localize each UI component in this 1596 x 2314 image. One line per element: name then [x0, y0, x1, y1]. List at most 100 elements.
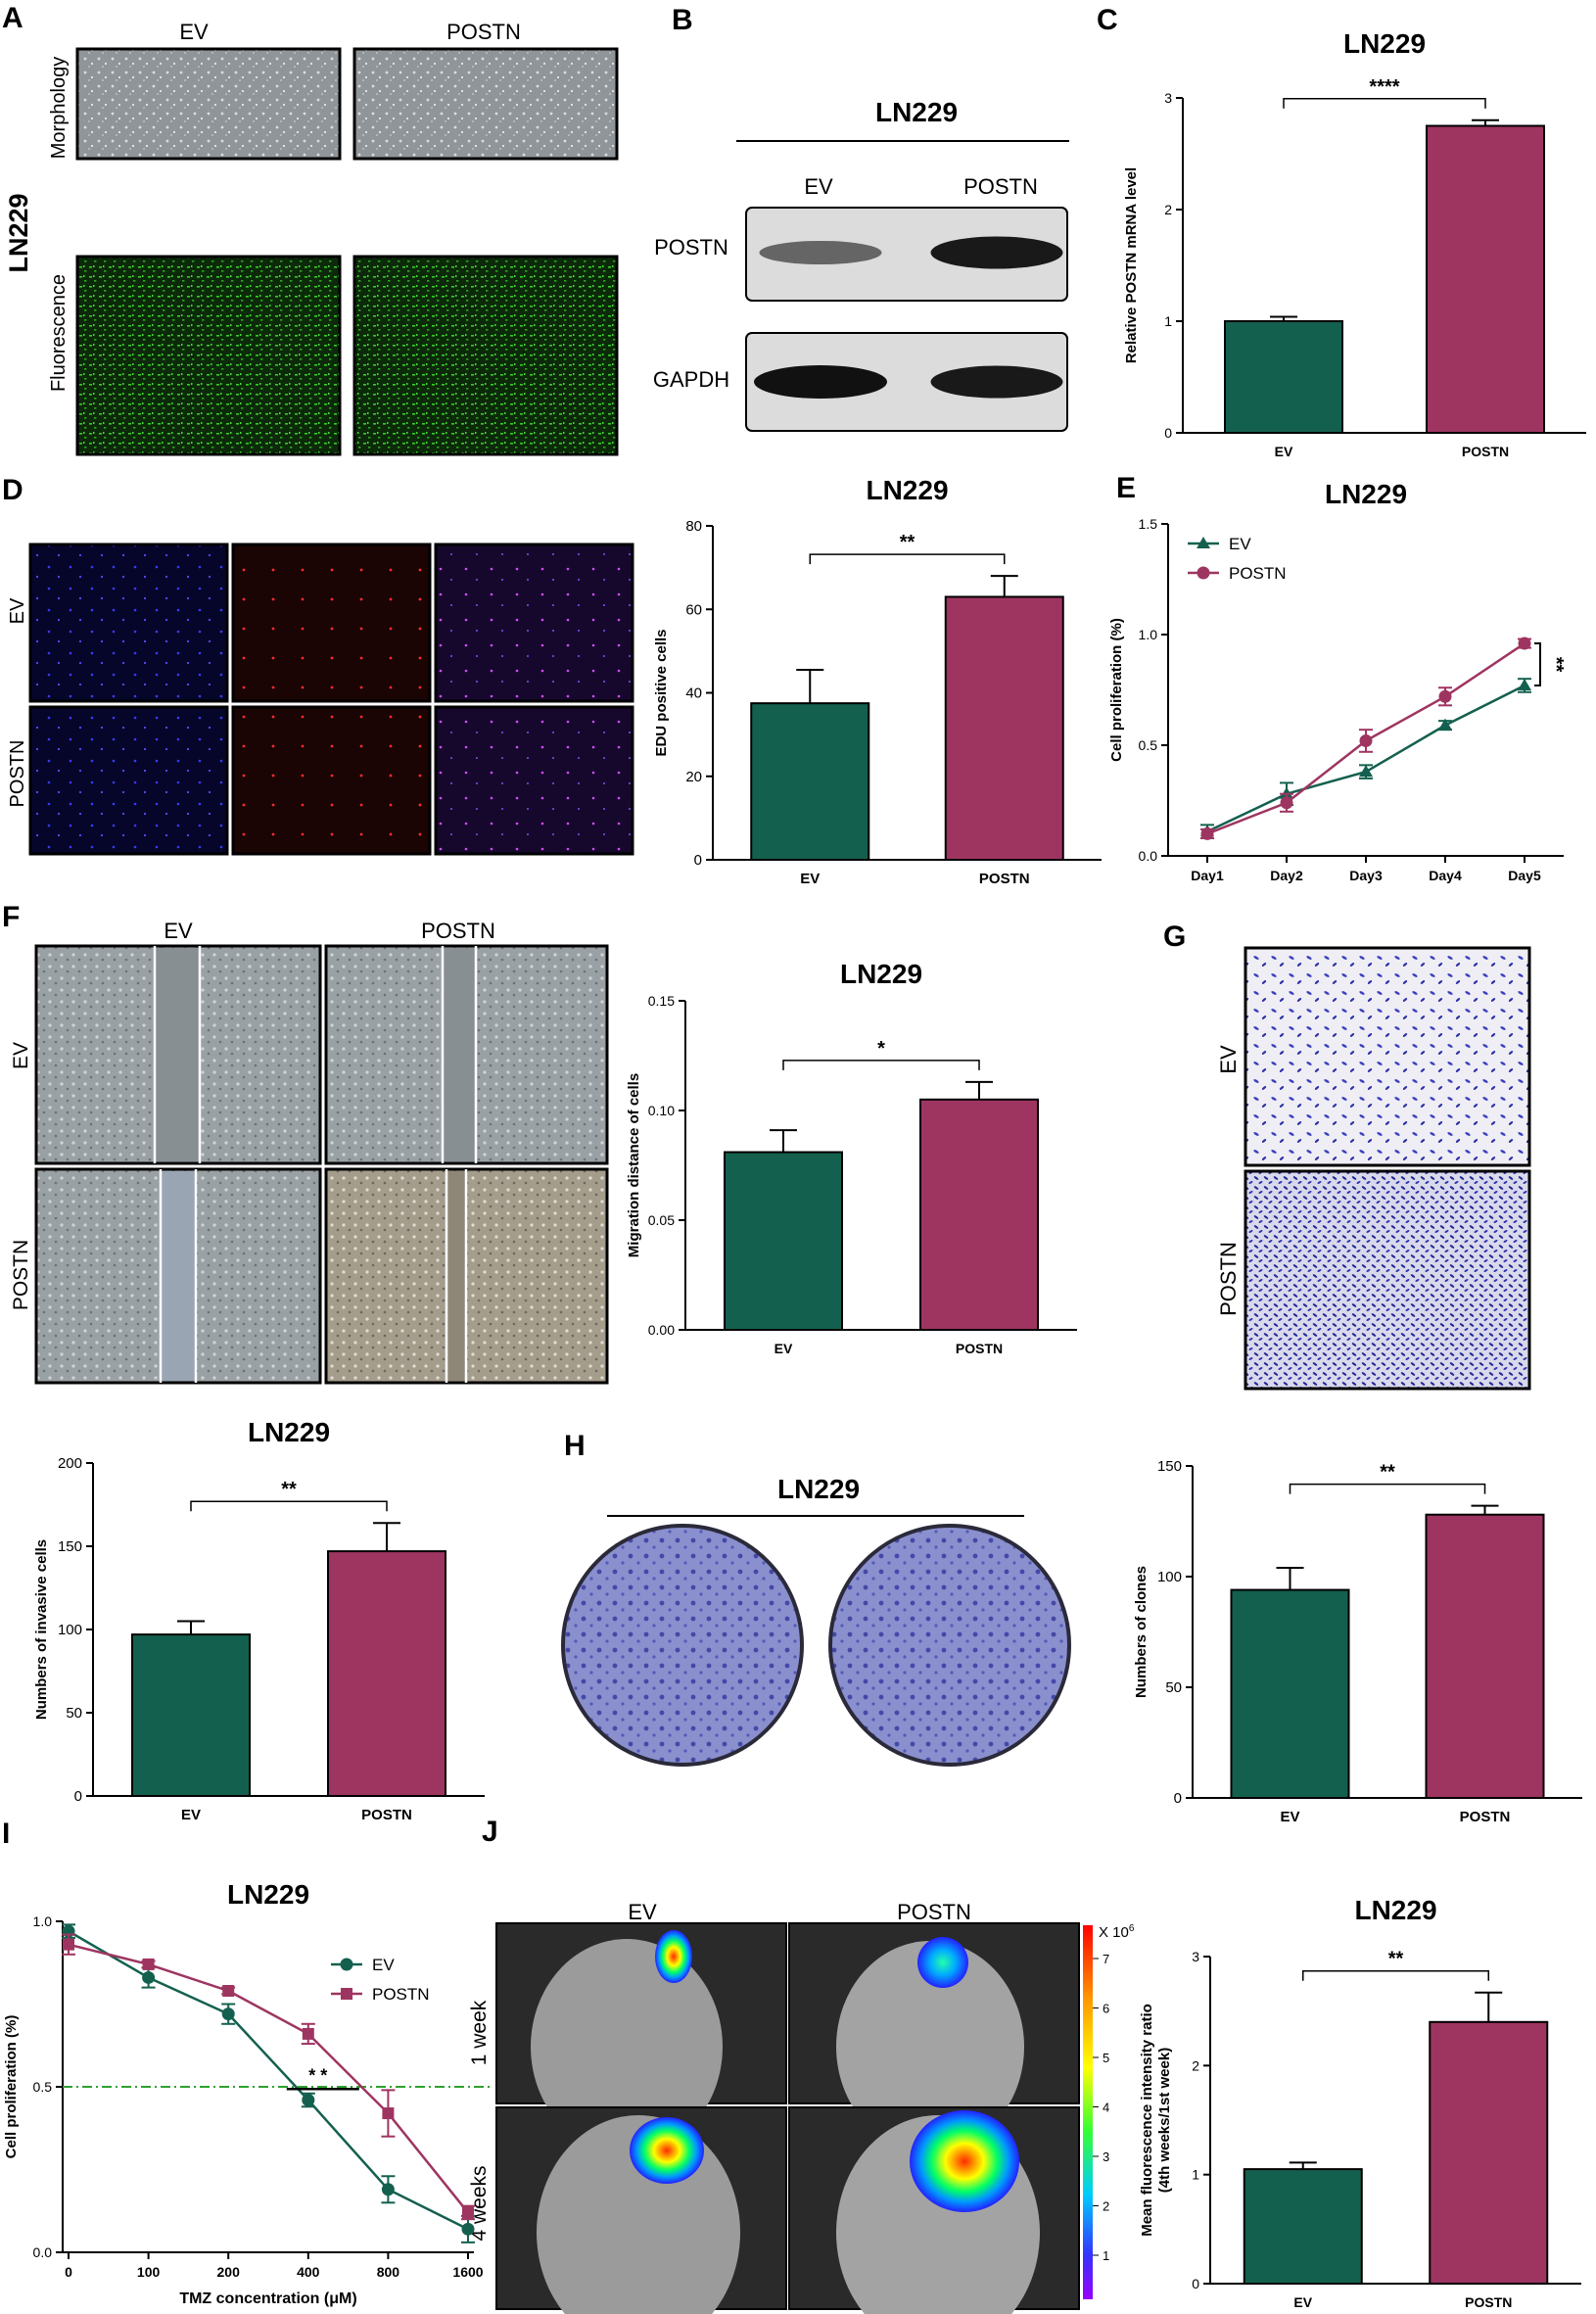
significance-bracket	[1289, 1483, 1486, 1494]
bar-ev	[1243, 2168, 1363, 2286]
y-axis-label: Mean fluorescence intensity ratio	[1139, 2004, 1155, 2237]
micrograph-fluorescence-ev	[75, 255, 342, 456]
chart-h: 0 50 100 150 Numbers of clones EV POSTN **	[1133, 1458, 1582, 1825]
edu-merge-postn	[434, 705, 634, 856]
panel-h-title: LN229	[777, 1474, 860, 1504]
y-tick-label: 0	[694, 852, 702, 869]
scale-tick-label: 7	[1103, 1952, 1109, 1966]
edu-hoechst-postn	[28, 705, 229, 856]
panel-letter-b: B	[672, 4, 693, 36]
edu-merge-ev	[434, 543, 634, 703]
y-tick-label: 1	[1164, 313, 1172, 329]
x-tick-label: Day2	[1270, 868, 1303, 883]
legend: EV POSTN	[331, 1956, 430, 2004]
x-tick-label: 400	[297, 2264, 320, 2280]
mouse-postn-1-week	[836, 1941, 1024, 2152]
y-tick-label: 40	[685, 685, 702, 702]
legend-label-postn: POSTN	[372, 1985, 430, 2004]
legend-marker	[1197, 566, 1210, 580]
panel-f-row-label-postn: POSTN	[10, 1240, 32, 1310]
legend: EV POSTN	[1188, 535, 1287, 583]
x-tick-label: POSTN	[1460, 1809, 1511, 1825]
panel-a-col-label-ev: EV	[179, 20, 209, 44]
y-tick-label: 0.15	[648, 993, 675, 1009]
y-tick-label: 1.0	[33, 1913, 53, 1929]
scale-tick-label: 4	[1103, 2101, 1109, 2115]
significance-bracket	[1283, 98, 1486, 109]
blot-membrane-gapdh	[745, 332, 1068, 432]
bar-postn	[1429, 2020, 1549, 2286]
significance-bracket	[809, 553, 1006, 565]
panel-letter-f: F	[2, 901, 20, 933]
significance-bracket	[190, 1500, 388, 1512]
y-tick-label: 2	[1164, 202, 1172, 217]
wound-gap-ev-late	[161, 1171, 196, 1381]
y-tick-label: 100	[58, 1622, 82, 1638]
bar-ev	[1224, 320, 1343, 434]
blot-bands	[754, 236, 1063, 399]
data-point-postn	[1518, 637, 1531, 650]
y-axis-label: Relative POSTN mRNA level	[1123, 167, 1140, 363]
panel-f-col-label-ev: EV	[164, 919, 193, 943]
signal-postn-1-week	[917, 1937, 968, 1988]
y-tick-label: 2	[1192, 2057, 1199, 2073]
panel-g-row-label-postn: POSTN	[1216, 1242, 1241, 1316]
data-point-postn	[1359, 733, 1373, 747]
panel-d-images: D EV POSTN	[2, 474, 634, 856]
panel-g-images: G EV POSTN	[1163, 921, 1531, 1391]
y-tick-label: 0	[1192, 2276, 1199, 2291]
y-axis-label-line2: (4th weeks/1st week)	[1156, 2048, 1173, 2193]
bar-ev	[750, 702, 870, 861]
x-tick-label: EV	[800, 871, 820, 887]
y-axis-label: Numbers of invasive cells	[33, 1539, 50, 1720]
panel-letter-c: C	[1097, 4, 1118, 36]
data-point-postn	[302, 2027, 314, 2040]
wound-edge-lines	[153, 946, 478, 1383]
panel-h-images: H LN229	[561, 1430, 1071, 1767]
chart-title: LN229	[248, 1417, 330, 1447]
y-axis-label: Migration distance of cells	[626, 1073, 642, 1257]
colony-dish-postn	[828, 1524, 1071, 1767]
significance-label: **	[900, 532, 915, 553]
data-point-postn	[1200, 826, 1214, 840]
signal-ev-1-week	[655, 1930, 692, 1983]
significance-label: *	[877, 1038, 885, 1060]
chart-f: 0.00 0.05 0.10 0.15 Migration distance of ce…	[626, 959, 1077, 1356]
luminescence-scale-multiplier: X 106	[1099, 1923, 1135, 1941]
micrograph-morphology-ev	[75, 47, 342, 161]
scale-tick-label: 2	[1103, 2199, 1109, 2214]
x-tick-label: Day5	[1508, 868, 1541, 883]
data-point-ev	[221, 2007, 235, 2021]
significance-bracket	[1534, 642, 1541, 686]
data-point-ev	[1438, 718, 1452, 731]
panel-a-col-label-postn: POSTN	[446, 20, 521, 44]
y-tick-label: 0.5	[1139, 737, 1158, 753]
y-tick-label: 200	[58, 1455, 82, 1472]
panel-j-col-label-postn: POSTN	[897, 1900, 971, 1924]
data-point-postn	[1438, 689, 1452, 703]
scale-tick-label: 6	[1103, 2002, 1109, 2016]
bar-postn	[919, 1098, 1039, 1332]
blot-band-postn-postn	[930, 236, 1063, 269]
luminescence-scale-ticks: 7 6 5 4 3 2 1	[1093, 1952, 1109, 2263]
bar-ev	[1230, 1588, 1350, 1800]
legend-marker	[340, 1958, 353, 1971]
x-tick-label: POSTN	[956, 1341, 1003, 1356]
data-point-ev	[302, 2094, 315, 2107]
y-tick-label: 0.0	[1139, 848, 1158, 864]
edu-stain-ev	[231, 543, 432, 703]
transwell-postn	[1244, 1169, 1531, 1391]
y-tick-label: 0.5	[33, 2079, 53, 2095]
panel-j-images: J EV POSTN 1 week 4 weeks X 106 7 6 5 4 3 2 1	[468, 1816, 1135, 2314]
y-axis-label: Cell proliferation (%)	[1108, 618, 1125, 762]
y-tick-label: 0.05	[648, 1212, 675, 1228]
panel-a: A LN229 EV POSTN Morphology Fluorescence	[2, 2, 619, 456]
chart-title: LN229	[840, 959, 922, 989]
chart-g: 0 50 100 150 200 Numbers of invasive cells LN2…	[33, 1417, 485, 1823]
panel-g-row-label-ev: EV	[1216, 1045, 1241, 1074]
panel-letter-e: E	[1116, 472, 1136, 504]
x-tick-label: Day4	[1429, 868, 1462, 883]
x-tick-label: POSTN	[361, 1807, 412, 1823]
y-tick-label: 3	[1192, 1949, 1199, 1964]
y-axis-label: Cell proliferation (%)	[3, 2015, 20, 2159]
